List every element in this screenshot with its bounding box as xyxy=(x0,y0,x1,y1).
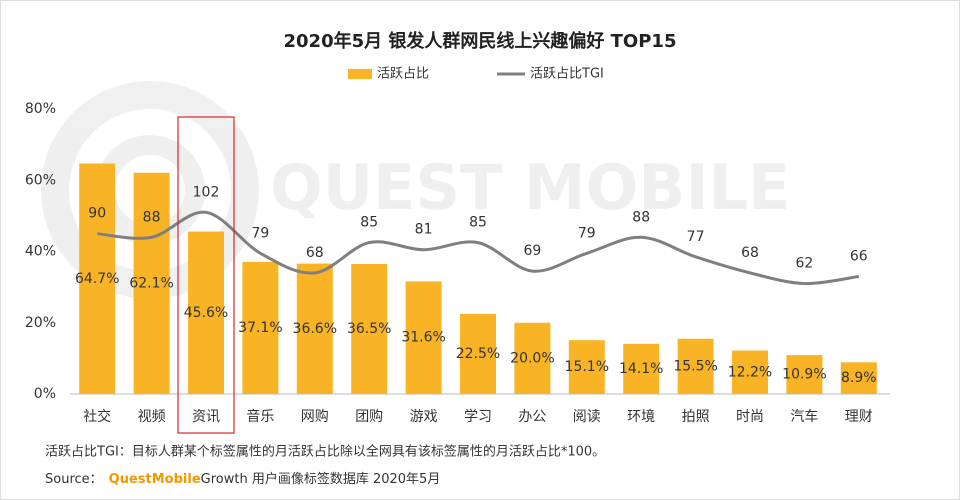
line-value-label: 68 xyxy=(306,245,324,261)
bar xyxy=(188,231,224,394)
bar-value-label: 36.6% xyxy=(293,321,337,337)
bar xyxy=(623,343,660,394)
highlight-box xyxy=(177,116,235,434)
legend-label: 活跃占比 xyxy=(377,67,429,82)
line-value-label: 68 xyxy=(741,245,759,261)
line-value-label: 77 xyxy=(687,229,705,245)
line-value-label: 79 xyxy=(251,225,269,241)
bar xyxy=(405,281,442,394)
x-tick-label: 汽车 xyxy=(790,408,818,425)
x-tick-label: 视频 xyxy=(138,409,166,425)
bar xyxy=(732,350,768,394)
bar-value-label: 15.1% xyxy=(565,359,609,375)
bar-value-label: 8.9% xyxy=(841,370,877,386)
line-value-label: 85 xyxy=(469,215,487,231)
line-value-label: 88 xyxy=(143,209,161,225)
bar-value-label: 62.1% xyxy=(129,275,173,291)
bar xyxy=(460,313,496,394)
line-value-label: 81 xyxy=(415,222,433,238)
tgi-line xyxy=(97,210,860,286)
line-value-label: 66 xyxy=(850,248,868,264)
bar-value-label: 12.2% xyxy=(728,364,772,380)
x-tick-label: 拍照 xyxy=(682,409,710,425)
y-tick-label: 60% xyxy=(25,172,56,188)
legend-swatch xyxy=(348,69,372,79)
line-value-label: 85 xyxy=(360,215,378,231)
x-tick-label: 资讯 xyxy=(192,409,220,425)
bar xyxy=(840,362,877,394)
bar xyxy=(568,340,605,394)
y-tick-label: 40% xyxy=(25,244,56,260)
bar-value-label: 36.5% xyxy=(347,321,391,337)
bar-value-label: 45.6% xyxy=(184,305,228,321)
bar-value-label: 64.7% xyxy=(75,271,119,287)
line-value-label: 90 xyxy=(88,206,106,222)
x-tick-label: 音乐 xyxy=(246,408,274,425)
line-value-label: 88 xyxy=(632,209,650,225)
x-tick-label: 游戏 xyxy=(410,409,438,425)
bar-value-label: 15.5% xyxy=(673,358,717,374)
x-tick-label: 社交 xyxy=(83,408,111,425)
line-value-label: 69 xyxy=(523,243,541,259)
bar xyxy=(351,263,388,394)
x-tick-label: 网购 xyxy=(301,409,329,425)
y-tick-label: 0% xyxy=(34,386,56,402)
bar-value-label: 37.1% xyxy=(238,320,282,336)
bar-value-label: 20.0% xyxy=(510,350,554,366)
bar xyxy=(79,163,116,394)
source: Source： QuestMobileGrowth 用户画像标签数据库 2020年… xyxy=(45,471,440,487)
legend-label: 活跃占比TGI xyxy=(530,67,604,82)
bar xyxy=(242,261,279,394)
y-tick-label: 20% xyxy=(25,315,56,331)
source-prefix: Source： xyxy=(45,472,103,487)
bar-value-label: 10.9% xyxy=(782,367,826,383)
line-value-label: 62 xyxy=(795,256,813,272)
bar xyxy=(786,355,823,394)
x-tick-label: 办公 xyxy=(518,409,546,425)
x-tick-label: 时尚 xyxy=(736,409,764,425)
bar xyxy=(514,322,551,394)
bar xyxy=(296,263,333,394)
footnote: 活跃占比TGI：目标人群某个标签属性的月活跃占比除以全网具有该标签属性的月活跃占… xyxy=(45,444,605,460)
chart-title: 2020年5月 银发人群网民线上兴趣偏好 TOP15 xyxy=(284,30,677,52)
watermark: QUEST MOBILE xyxy=(270,151,791,224)
x-tick-label: 环境 xyxy=(627,409,655,425)
bar-value-label: 22.5% xyxy=(456,346,500,362)
bar-value-label: 31.6% xyxy=(401,330,445,346)
x-tick-label: 理财 xyxy=(845,409,873,425)
line-value-label: 102 xyxy=(193,184,220,200)
line-value-label: 79 xyxy=(578,225,596,241)
bar xyxy=(133,172,170,394)
x-tick-label: 团购 xyxy=(355,409,383,425)
bar-value-label: 14.1% xyxy=(619,361,663,377)
source-text: Growth 用户画像标签数据库 2020年5月 xyxy=(201,471,441,487)
x-tick-label: 学习 xyxy=(464,409,492,425)
x-tick-label: 阅读 xyxy=(573,408,601,425)
source-brand: QuestMobile xyxy=(109,472,201,487)
y-tick-label: 80% xyxy=(25,101,56,117)
bar xyxy=(677,338,714,394)
